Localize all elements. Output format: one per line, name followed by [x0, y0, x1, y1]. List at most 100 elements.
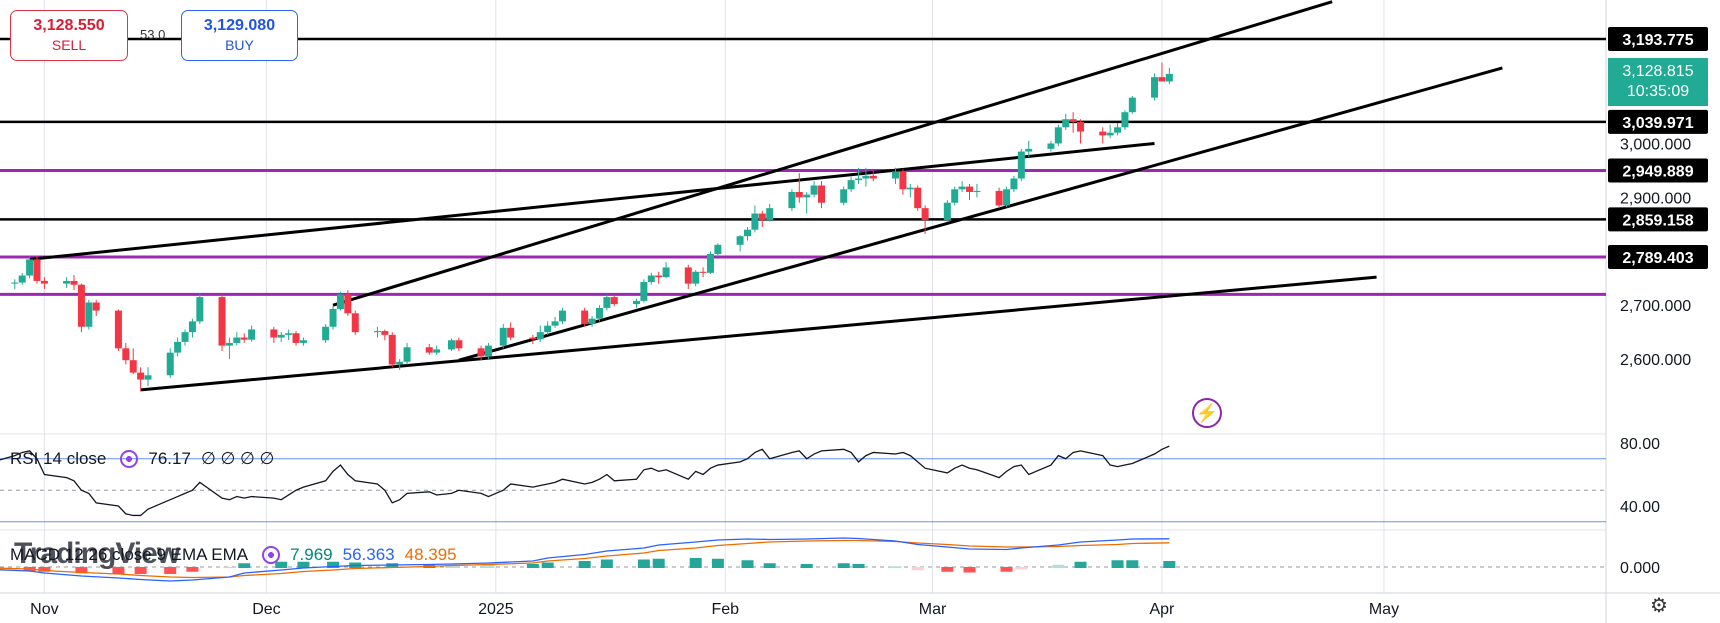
candle	[795, 173, 803, 203]
trendline	[29, 141, 1155, 261]
candle-body	[114, 310, 122, 349]
macd-value: 56.363	[342, 545, 395, 564]
level-label-bg	[1608, 109, 1708, 134]
candle	[529, 334, 537, 345]
candle	[632, 298, 640, 308]
candle	[1025, 140, 1033, 157]
candle-body	[973, 190, 981, 192]
candle-body	[595, 307, 603, 319]
candle	[11, 279, 19, 290]
candle-body	[381, 331, 389, 335]
macd-histogram-bar	[578, 561, 591, 568]
candle	[1069, 112, 1077, 133]
candle	[336, 291, 344, 311]
candle-body	[1010, 178, 1018, 190]
macd-histogram-bar	[134, 567, 147, 574]
candle	[655, 271, 663, 284]
candle	[388, 332, 396, 368]
tradingview-watermark: TradingView	[14, 537, 180, 570]
candle	[322, 324, 330, 343]
macd-histogram-bar	[1074, 561, 1087, 568]
candle	[225, 337, 233, 360]
candle-body	[958, 186, 966, 190]
candle-body	[396, 361, 404, 365]
rsi-tick-label: 40.00	[1620, 499, 1660, 516]
level-label-bg	[1608, 27, 1708, 51]
buy-label: BUY	[225, 37, 254, 53]
rsi-line	[0, 445, 1170, 517]
candle-body	[484, 345, 492, 357]
candle	[906, 183, 914, 198]
macd-tick-label: 0.000	[1620, 560, 1660, 577]
candle	[699, 267, 707, 278]
candle	[85, 299, 93, 330]
lightning-icon[interactable]: ⚡	[1192, 398, 1222, 428]
macd-signal-value: 48.395	[404, 545, 457, 564]
candle	[447, 338, 455, 352]
candle-body	[373, 331, 381, 333]
candle-body	[122, 348, 130, 361]
candle	[662, 262, 670, 279]
candle-body	[847, 180, 855, 190]
candle-body	[292, 333, 300, 343]
trendlines	[29, 0, 1503, 392]
candle-body	[329, 308, 337, 327]
candle	[403, 342, 411, 365]
candle-body	[558, 310, 566, 322]
trendline	[140, 275, 1377, 392]
candle	[943, 200, 951, 222]
rsi-legend[interactable]: RSI 14 close 76.17 ∅ ∅ ∅ ∅	[10, 449, 284, 469]
candle-body	[1077, 121, 1085, 132]
candle-body	[344, 294, 352, 314]
rsi-tick-label: 80.00	[1620, 436, 1660, 453]
candle	[1017, 148, 1025, 182]
candle	[640, 279, 648, 303]
candle	[603, 294, 611, 311]
macd-histogram-bar	[963, 567, 976, 573]
candle-body	[995, 190, 1003, 206]
candle	[995, 187, 1003, 209]
level-label-bg	[1608, 207, 1708, 232]
candle	[507, 322, 515, 341]
candle-body	[1128, 97, 1136, 113]
settings-icon[interactable]	[120, 450, 139, 468]
candle-body	[11, 282, 19, 284]
candle-body	[92, 302, 100, 311]
candle-body	[818, 185, 826, 203]
chart-settings-icon[interactable]: ⚙	[1650, 595, 1668, 617]
candle	[240, 333, 248, 343]
buy-button[interactable]: 3,129.080 BUY	[181, 10, 298, 61]
time-label: Feb	[712, 601, 740, 618]
candle-body	[137, 372, 145, 380]
time-axis[interactable]: Nov Dec 2025 Feb Mar Apr May	[30, 601, 1399, 618]
macd-legend[interactable]: MACD 12 26 close 9 EMA EMA 7.969 56.363 48.…	[10, 545, 467, 565]
settings-icon[interactable]	[262, 546, 281, 564]
candle	[862, 167, 870, 187]
candle-body	[1151, 77, 1159, 98]
candle-body	[403, 347, 411, 362]
candle-body	[233, 337, 241, 343]
candle-body	[129, 360, 137, 373]
sell-price: 3,128.550	[33, 17, 105, 34]
candle	[92, 299, 100, 316]
candle-body	[1121, 112, 1129, 128]
candle-body	[655, 275, 663, 278]
candle-body	[285, 333, 293, 335]
macd-histogram-bar	[541, 562, 554, 568]
candle-body	[40, 280, 48, 284]
macd-histogram-bar	[852, 564, 865, 568]
macd-histogram-bar	[223, 567, 236, 568]
price-tick-label: 2,600.000	[1620, 352, 1691, 369]
candle	[892, 167, 900, 184]
macd-histogram-bar	[889, 566, 902, 568]
candle	[181, 329, 189, 346]
candle-body	[351, 313, 359, 333]
macd-histogram-bar	[637, 559, 650, 568]
sell-button[interactable]: 3,128.550 SELL	[10, 10, 128, 61]
price-axis[interactable]: 3,000.000 2,900.000 2,700.000 2,600.000 3,19…	[1608, 27, 1708, 369]
candle-body	[447, 340, 455, 350]
macd-histogram-bar	[600, 559, 613, 568]
candle-body	[551, 321, 559, 326]
candle	[1010, 175, 1018, 192]
